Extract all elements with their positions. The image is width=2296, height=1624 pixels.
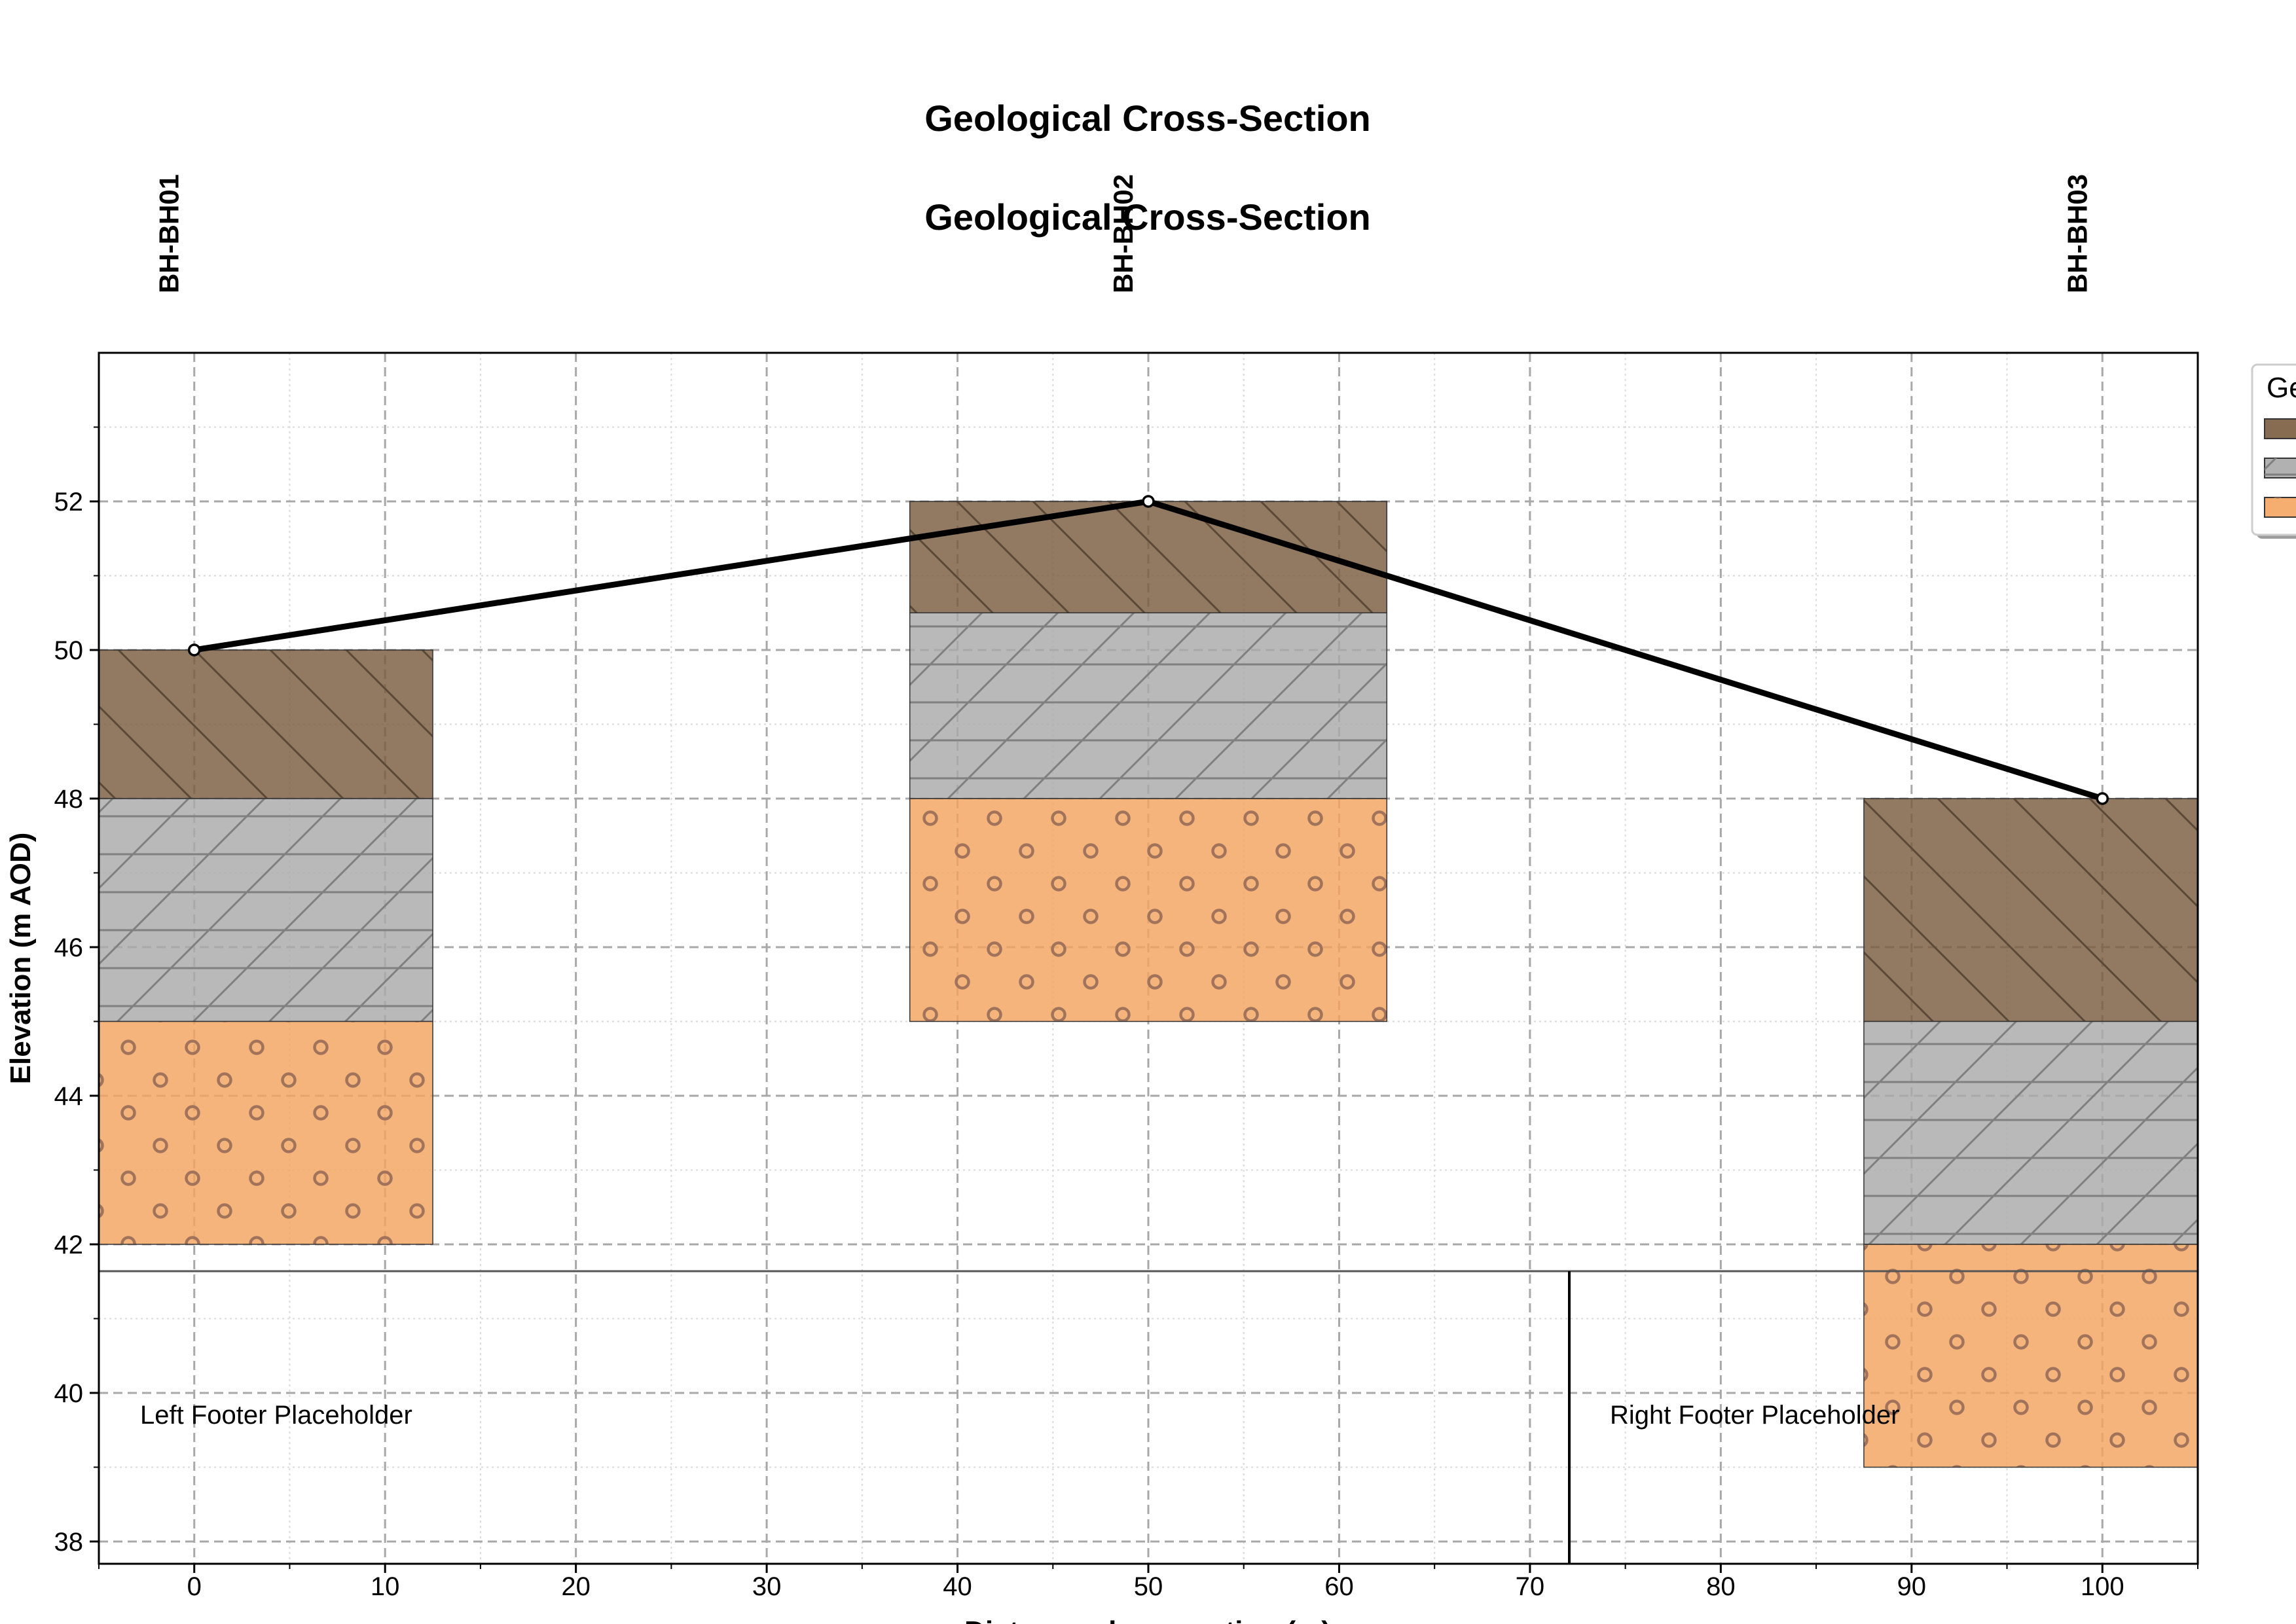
x-tick-label-10: 10 (371, 1572, 400, 1601)
borehole-layers (99, 501, 2198, 1468)
layer-hatch-BH-BH03-clay (1863, 1020, 2198, 1245)
footer-frame (99, 1270, 2198, 1564)
footer-box: Left Footer Placeholder Right Footer Plac… (99, 1270, 2198, 1564)
layer-hatch-BH-BH01-made_ground (99, 649, 433, 799)
legend-swatch-hatch-sand (2265, 497, 2296, 517)
layer-hatch-BH-BH02-sand (909, 798, 1388, 1022)
legend-swatch-hatch-made_ground (2265, 419, 2296, 439)
x-axis-label: Distance along section (m) (964, 1615, 1331, 1624)
titles: Geological Cross-Section Geological Cross… (924, 98, 1371, 238)
borehole-label-BH-BH02: BH-BH02 (1108, 174, 1139, 293)
x-tick-label-50: 50 (1134, 1572, 1163, 1601)
x-tick-label-40: 40 (943, 1572, 972, 1601)
axis-labels: Elevation (m AOD) Distance along section … (5, 833, 1331, 1624)
layer-hatch-BH-BH03-sand (1863, 1244, 2198, 1468)
y-tick-label-48: 48 (54, 785, 84, 814)
x-tick-label-80: 80 (1706, 1572, 1736, 1601)
chart-title-2: Geological Cross-Section (924, 196, 1371, 238)
footer-right-text: Right Footer Placeholder (1610, 1401, 1899, 1430)
legend: Ge (2251, 363, 2296, 539)
layer-hatch-BH-BH01-clay (99, 798, 433, 1022)
layer-hatch-BH-BH03-made_ground (1863, 798, 2198, 1022)
axis-ticks: 0 10 20 30 40 50 60 70 80 90 100 38 40 42 44 46 48 50 52 (54, 426, 2198, 1601)
legend-swatch-hatch-clay (2265, 458, 2296, 478)
ground-surface-point (187, 643, 201, 657)
y-tick-label-38: 38 (54, 1528, 84, 1557)
layer-hatch-BH-BH02-made_ground (909, 501, 1388, 613)
ground-surface-point (1142, 495, 1155, 508)
y-tick-label-46: 46 (54, 933, 84, 962)
borehole-label-BH-BH03: BH-BH03 (2062, 174, 2092, 293)
y-tick-label-40: 40 (54, 1379, 84, 1408)
borehole-label-BH-BH01: BH-BH01 (154, 174, 185, 293)
x-tick-label-90: 90 (1897, 1572, 1927, 1601)
ground-surface-point (2096, 792, 2109, 805)
y-tick-label-44: 44 (54, 1082, 84, 1111)
legend-box (2251, 363, 2296, 536)
x-tick-label-100: 100 (2081, 1572, 2124, 1601)
layer-hatch-BH-BH02-clay (909, 612, 1388, 799)
x-tick-label-60: 60 (1324, 1572, 1354, 1601)
layer-hatch-BH-BH01-sand (99, 1020, 433, 1245)
legend-title: Ge (2267, 372, 2296, 404)
x-tick-label-70: 70 (1516, 1572, 1545, 1601)
chart-title-1: Geological Cross-Section (924, 98, 1371, 139)
x-tick-label-0: 0 (187, 1572, 202, 1601)
footer-left-text: Left Footer Placeholder (140, 1401, 412, 1430)
y-tick-label-52: 52 (54, 488, 84, 516)
y-tick-label-42: 42 (54, 1231, 84, 1259)
y-tick-label-50: 50 (54, 636, 84, 665)
y-axis-label: Elevation (m AOD) (5, 833, 37, 1085)
x-tick-label-20: 20 (561, 1572, 591, 1601)
borehole-labels: BH-BH01 BH-BH02 BH-BH03 (154, 174, 2093, 293)
ground-surface (187, 495, 2109, 805)
x-tick-label-30: 30 (752, 1572, 782, 1601)
